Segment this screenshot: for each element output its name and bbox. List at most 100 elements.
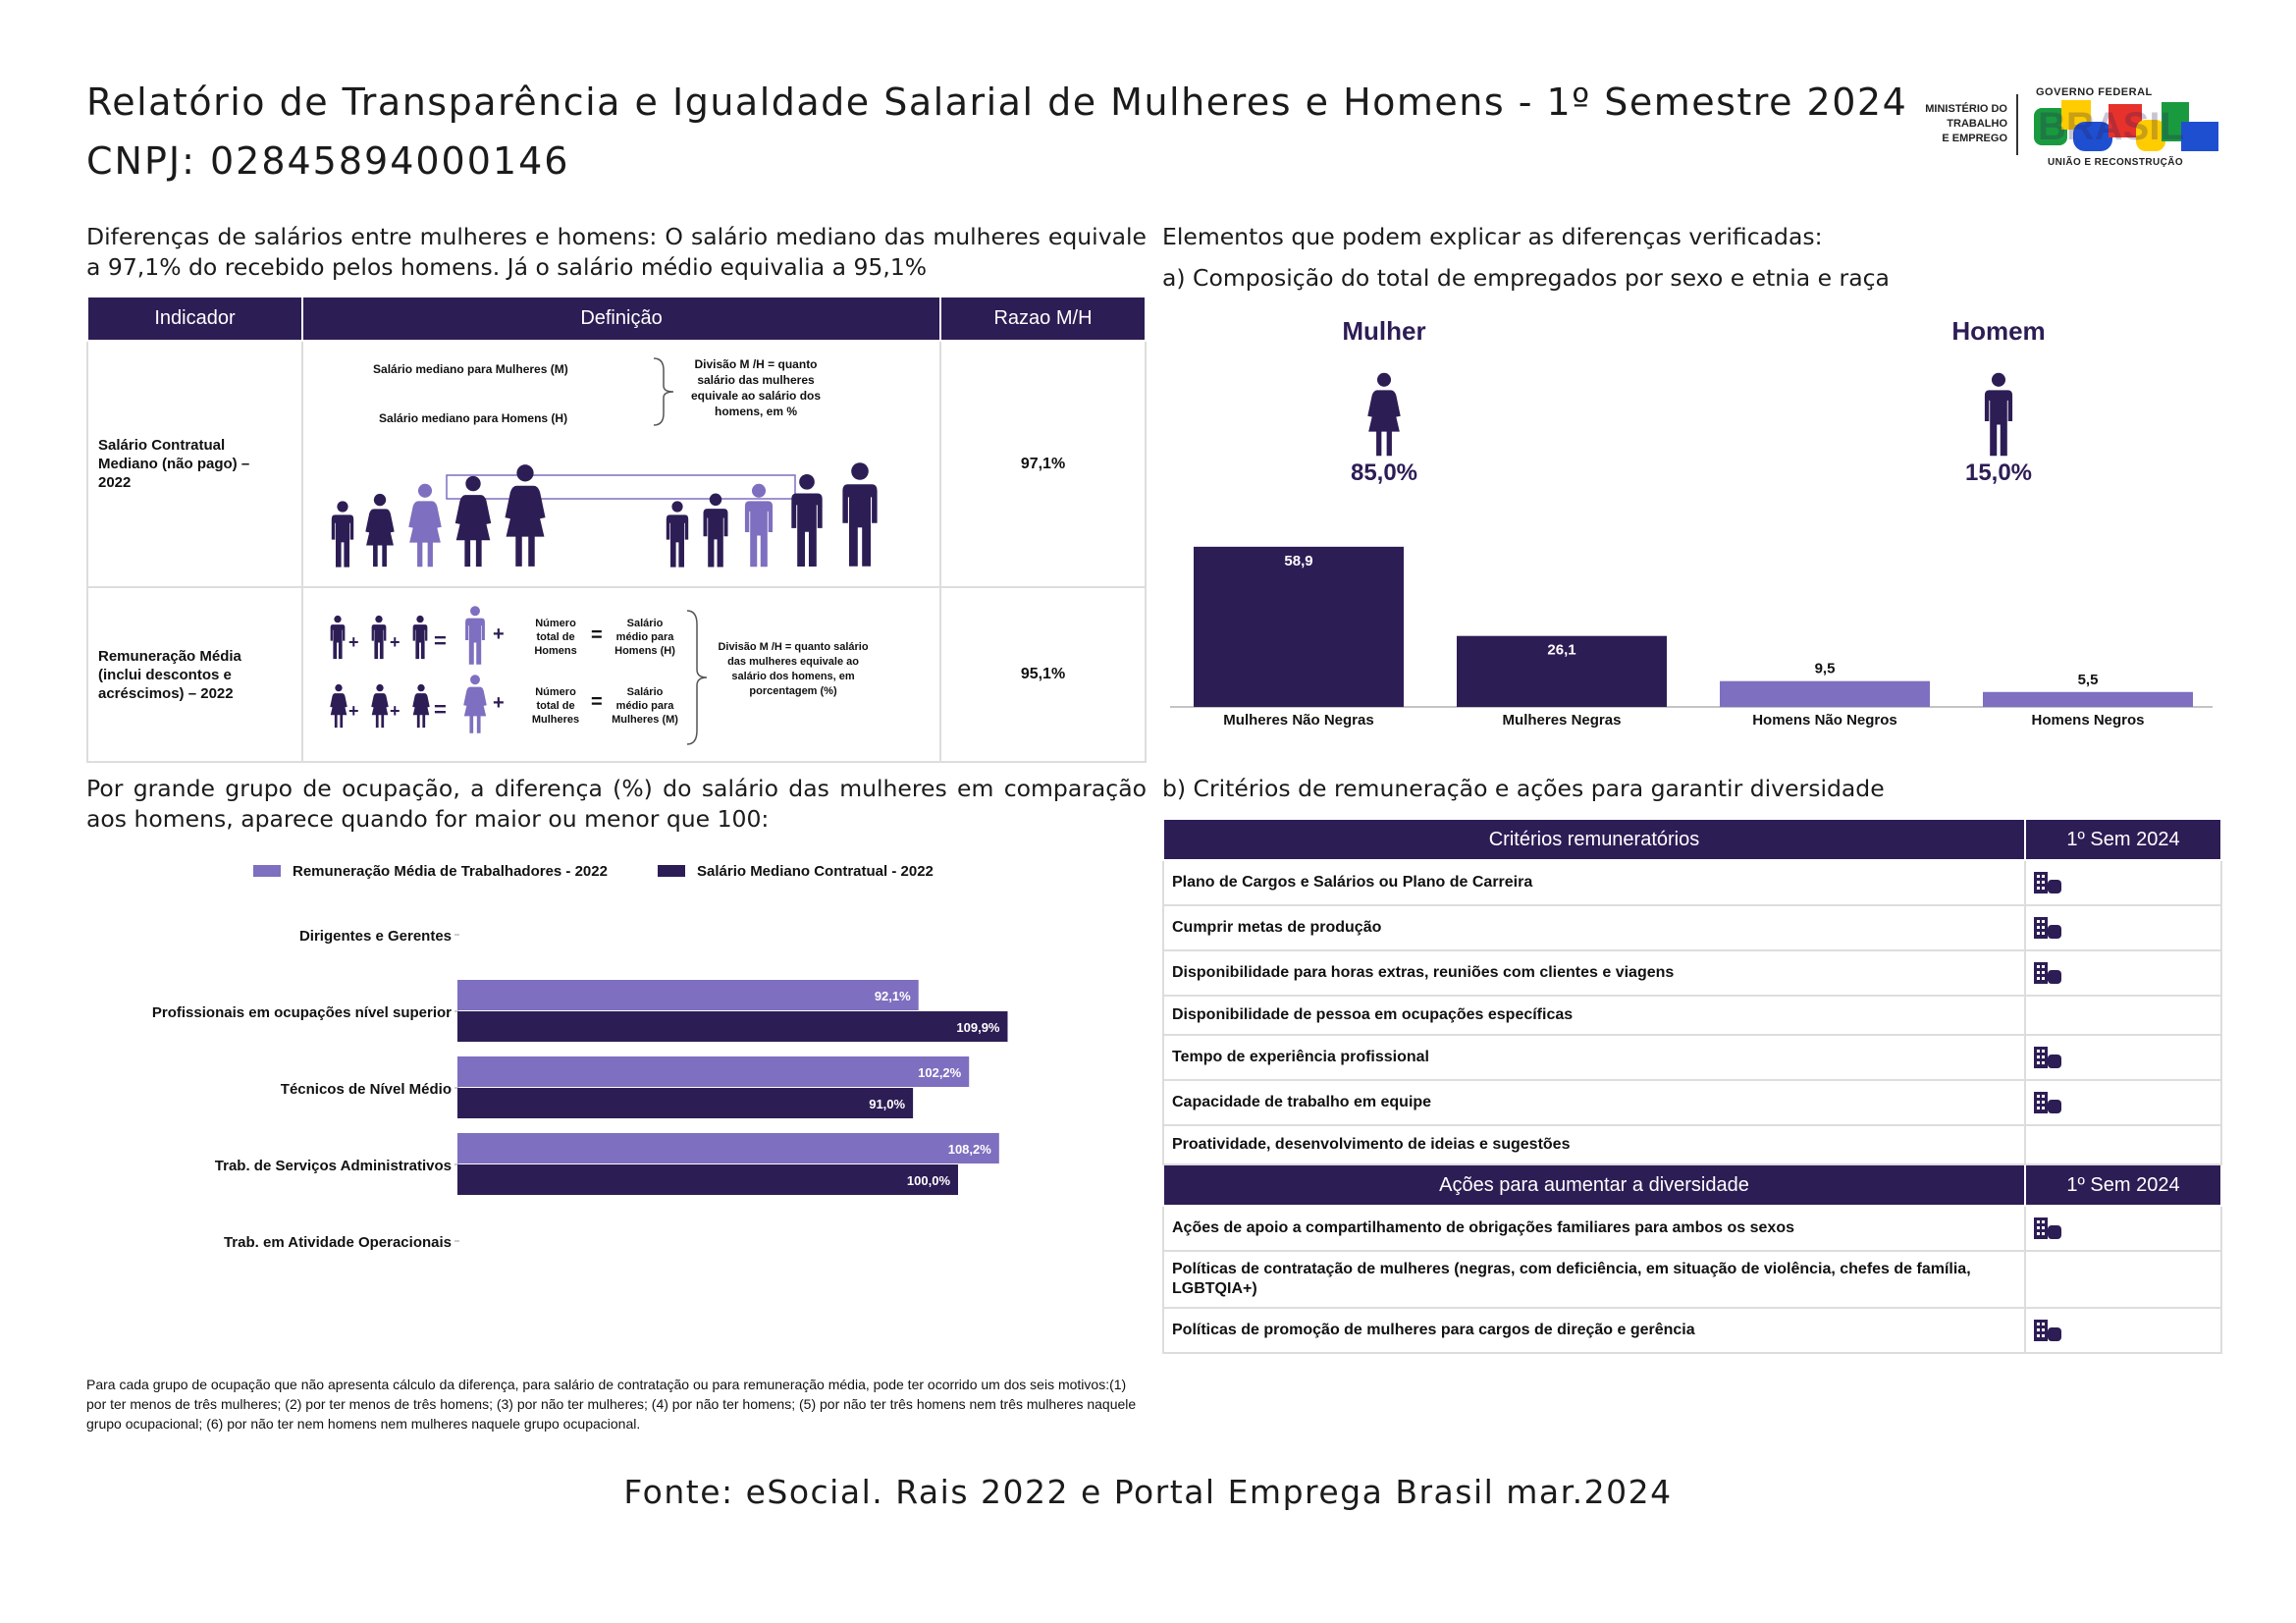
- brasil-logo: BRASIL: [2034, 100, 2218, 151]
- building-icon: [2034, 872, 2063, 893]
- def-division-average: Divisão M /H = quanto salário das mulher…: [718, 641, 869, 697]
- bar-label: 102,2%: [918, 1065, 962, 1080]
- building-icon: [2034, 962, 2063, 984]
- criterion-label: Disponibilidade de pessoa em ocupações e…: [1162, 995, 2026, 1036]
- building-icon: [2034, 1047, 2063, 1068]
- ratio-average: 95,1%: [1020, 666, 1066, 682]
- woman-icon: [1367, 372, 1401, 457]
- criterion-mark: [2024, 949, 2222, 997]
- criterion-label: Disponibilidade para horas extras, reuni…: [1162, 949, 2026, 997]
- bar-label: 109,9%: [956, 1020, 1000, 1035]
- bar: [457, 1011, 1008, 1042]
- criterion-mark: [2024, 1205, 2222, 1252]
- bar: [457, 980, 919, 1010]
- people-illustration: [331, 462, 878, 568]
- category-label: Mulheres Negras: [1503, 712, 1622, 729]
- column-label: 9,5: [1815, 661, 1836, 677]
- logo-divider: [2016, 94, 2018, 155]
- source-note: Fonte: eSocial. Rais 2022 e Portal Empre…: [623, 1473, 1673, 1511]
- brace-icon: [686, 610, 708, 745]
- category-label: Homens Não Negros: [1752, 712, 1897, 729]
- criterion-mark: [2024, 1307, 2222, 1354]
- legend-label: Salário Mediano Contratual - 2022: [697, 863, 934, 880]
- def-division-median: Divisão M /H = quanto salário das mulher…: [690, 357, 822, 418]
- category-label: Profissionais em ocupações nível superio…: [152, 1004, 452, 1021]
- svg-text:BRASIL: BRASIL: [2038, 105, 2184, 148]
- svg-text:+: +: [390, 701, 400, 721]
- ratio-median: 97,1%: [1020, 455, 1066, 472]
- table-row: Ações de apoio a compartilhamento de obr…: [1162, 1205, 2222, 1252]
- bar-label: 100,0%: [907, 1173, 951, 1188]
- table-row: Plano de Cargos e Salários ou Plano de C…: [1162, 859, 2222, 906]
- th-definition: Definição: [301, 296, 942, 342]
- column-label: 26,1: [1547, 642, 1575, 659]
- man-icon: [1984, 372, 2013, 457]
- bar: [457, 1133, 999, 1163]
- definition-average-cell: + + = + + + = + Número total de Home: [301, 586, 942, 763]
- cnpj-label: CNPJ: 02845894000146: [86, 139, 570, 183]
- ministry-logo-line2: TRABALHO: [1947, 118, 2007, 130]
- ministry-logo-line1: MINISTÉRIO DO: [1925, 103, 2007, 115]
- criterion-label: Capacidade de trabalho em equipe: [1162, 1079, 2026, 1126]
- occupation-bar-chart: Remuneração Média de Trabalhadores - 202…: [152, 863, 1008, 1251]
- table-header-label: Critérios remuneratórios: [1162, 818, 2026, 861]
- table-header-semester: 1º Sem 2024: [2024, 1163, 2222, 1207]
- svg-text:+: +: [348, 701, 359, 721]
- report-title: Relatório de Transparência e Igualdade S…: [86, 81, 1908, 124]
- column-bar: [1194, 546, 1404, 707]
- th-indicator: Indicador: [85, 296, 304, 342]
- table-row: Disponibilidade para horas extras, reuni…: [1162, 949, 2222, 997]
- criterion-label: Plano de Cargos e Salários ou Plano de C…: [1162, 859, 2026, 906]
- ministry-logo-line3: E EMPREGO: [1942, 133, 2007, 144]
- criterion-label: Políticas de promoção de mulheres para c…: [1162, 1307, 2026, 1354]
- criterion-mark: [2024, 995, 2222, 1036]
- th-ratio: Razao M/H: [939, 296, 1147, 342]
- svg-text:+: +: [493, 692, 505, 714]
- table-row: Políticas de promoção de mulheres para c…: [1162, 1307, 2222, 1354]
- indicator-table: Indicador Definição Razao M/H Salário Co…: [85, 296, 1147, 763]
- criterion-mark: [2024, 1034, 2222, 1081]
- column-label: 5,5: [2078, 672, 2099, 688]
- indicator-median: Salário Contratual Mediano (não pago) – …: [98, 437, 250, 491]
- eq1-total-men: Número total de Homens: [534, 618, 577, 657]
- ministry-logo: MINISTÉRIO DO TRABALHO E EMPREGO: [1885, 102, 2007, 146]
- indicator-average: Remuneração Média (inclui descontos e ac…: [98, 647, 241, 702]
- category-label: Homens Negros: [2031, 712, 2144, 729]
- def-men-median: Salário mediano para Homens (H): [379, 411, 568, 425]
- bar-label: 92,1%: [875, 989, 911, 1003]
- criterion-label: Proatividade, desenvolvimento de ideias …: [1162, 1124, 2026, 1165]
- svg-text:=: =: [434, 628, 447, 653]
- table-header-semester: 1º Sem 2024: [2024, 818, 2222, 861]
- building-icon: [2034, 1320, 2063, 1341]
- column-label: 58,9: [1284, 553, 1312, 569]
- legend-swatch: [658, 865, 685, 877]
- svg-text:+: +: [348, 632, 359, 652]
- criterion-mark: [2024, 1124, 2222, 1165]
- footnote: Para cada grupo de ocupação que não apre…: [86, 1377, 1137, 1432]
- composition-bar-chart: 58,9 Mulheres Não Negras 26,1 Mulheres Negr…: [1170, 546, 2213, 729]
- category-label: Mulheres Não Negras: [1223, 712, 1373, 729]
- criterion-mark: [2024, 904, 2222, 951]
- definition-median-cell: Salário mediano para Mulheres (M) Salári…: [301, 340, 942, 588]
- criteria-header-row: Critérios remuneratórios 1º Sem 2024: [1162, 818, 2222, 861]
- eq2-avg-women: Salário médio para Mulheres (M): [612, 686, 678, 726]
- category-label: Dirigentes e Gerentes: [299, 928, 452, 945]
- def-women-median: Salário mediano para Mulheres (M): [373, 362, 568, 376]
- mulher-label: Mulher: [1342, 316, 1426, 346]
- formula-illustration: + + = + + + = +: [330, 606, 505, 733]
- right-intro: Elementos que podem explicar as diferenç…: [1162, 223, 1823, 250]
- salary-diff-intro: Diferenças de salários entre mulheres e …: [86, 223, 1147, 281]
- table-header-label: Ações para aumentar a diversidade: [1162, 1163, 2026, 1207]
- category-label: Trab. em Atividade Operacionais: [224, 1234, 452, 1251]
- bar-label: 91,0%: [869, 1097, 905, 1111]
- equals-icon: =: [591, 691, 603, 713]
- homem-pct: 15,0%: [1964, 460, 2033, 486]
- criterion-label: Tempo de experiência profissional: [1162, 1034, 2026, 1081]
- gov-logo-top: GOVERNO FEDERAL: [2036, 86, 2153, 98]
- section-b-title: b) Critérios de remuneração e ações para…: [1162, 775, 1885, 802]
- actions-header-row: Ações para aumentar a diversidade 1º Sem …: [1162, 1163, 2222, 1207]
- criterion-label: Cumprir metas de produção: [1162, 904, 2026, 951]
- building-icon: [2034, 1092, 2063, 1113]
- legend-label: Remuneração Média de Trabalhadores - 202…: [293, 863, 608, 880]
- mulher-pct: 85,0%: [1350, 460, 1418, 486]
